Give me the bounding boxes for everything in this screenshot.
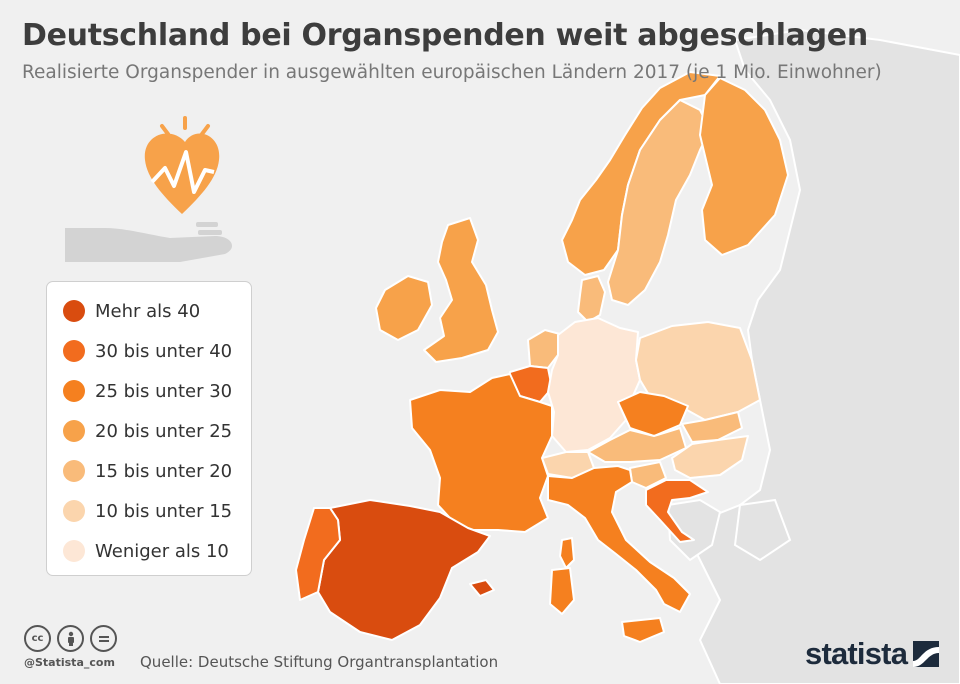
heart-icon: [144, 116, 220, 214]
source-note: Quelle: Deutsche Stiftung Organtransplan…: [140, 653, 499, 671]
country-ireland: [375, 275, 433, 341]
legend-label: 30 bis unter 40: [95, 340, 233, 362]
chart-subtitle: Realisierte Organspender in ausgewählten…: [22, 62, 882, 83]
legend-swatch: [63, 340, 85, 362]
by-icon[interactable]: [57, 625, 84, 652]
legend-item: Mehr als 40: [63, 297, 200, 325]
country-slovakia: [681, 411, 743, 443]
other-land: [666, 28, 960, 684]
country-uk: [423, 217, 499, 363]
legend-label: Weniger als 10: [95, 540, 229, 562]
country-austria: [587, 427, 687, 463]
legend-swatch: [63, 500, 85, 522]
nd-icon[interactable]: [90, 625, 117, 652]
country-corsica: [559, 537, 575, 569]
statista-logo-icon: [913, 641, 940, 667]
country-denmark: [577, 275, 606, 323]
legend-label: 25 bis unter 30: [95, 380, 233, 402]
legend-label: 15 bis unter 20: [95, 460, 233, 482]
country-portugal: [295, 507, 341, 601]
country-finland: [699, 77, 789, 256]
legend-item: 20 bis unter 25: [63, 417, 232, 445]
country-sicily: [621, 617, 665, 643]
country-czechia: [617, 391, 689, 437]
legend-label: 10 bis unter 15: [95, 500, 233, 522]
country-balearic: [469, 579, 495, 597]
legend-item: 30 bis unter 40: [63, 337, 232, 365]
statista-handle[interactable]: @Statista_com: [24, 656, 115, 669]
legend-swatch: [63, 300, 85, 322]
brand-name: statista: [805, 636, 908, 671]
country-italy: [547, 465, 691, 613]
legend-item: 15 bis unter 20: [63, 457, 232, 485]
legend-swatch: [63, 420, 85, 442]
hand-icon: [65, 222, 233, 262]
legend-item: 25 bis unter 30: [63, 377, 232, 405]
license-icons: cc: [24, 625, 117, 652]
statista-logo[interactable]: statista: [805, 636, 940, 672]
country-croatia: [645, 479, 709, 543]
legend-label: Mehr als 40: [95, 300, 201, 322]
country-hungary: [671, 435, 749, 479]
legend-item: Weniger als 10: [63, 537, 229, 565]
chart-title: Deutschland bei Organspenden weit abgesc…: [22, 18, 868, 53]
country-sardinia: [549, 567, 575, 615]
legend: Mehr als 40 30 bis unter 40 25 bis unter…: [46, 281, 252, 576]
country-france: [409, 373, 553, 533]
legend-swatch: [63, 380, 85, 402]
cc-icon[interactable]: cc: [24, 625, 51, 652]
legend-swatch: [63, 540, 85, 562]
legend-label: 20 bis unter 25: [95, 420, 233, 442]
country-norway: [561, 71, 721, 276]
legend-item: 10 bis unter 15: [63, 497, 232, 525]
legend-swatch: [63, 460, 85, 482]
